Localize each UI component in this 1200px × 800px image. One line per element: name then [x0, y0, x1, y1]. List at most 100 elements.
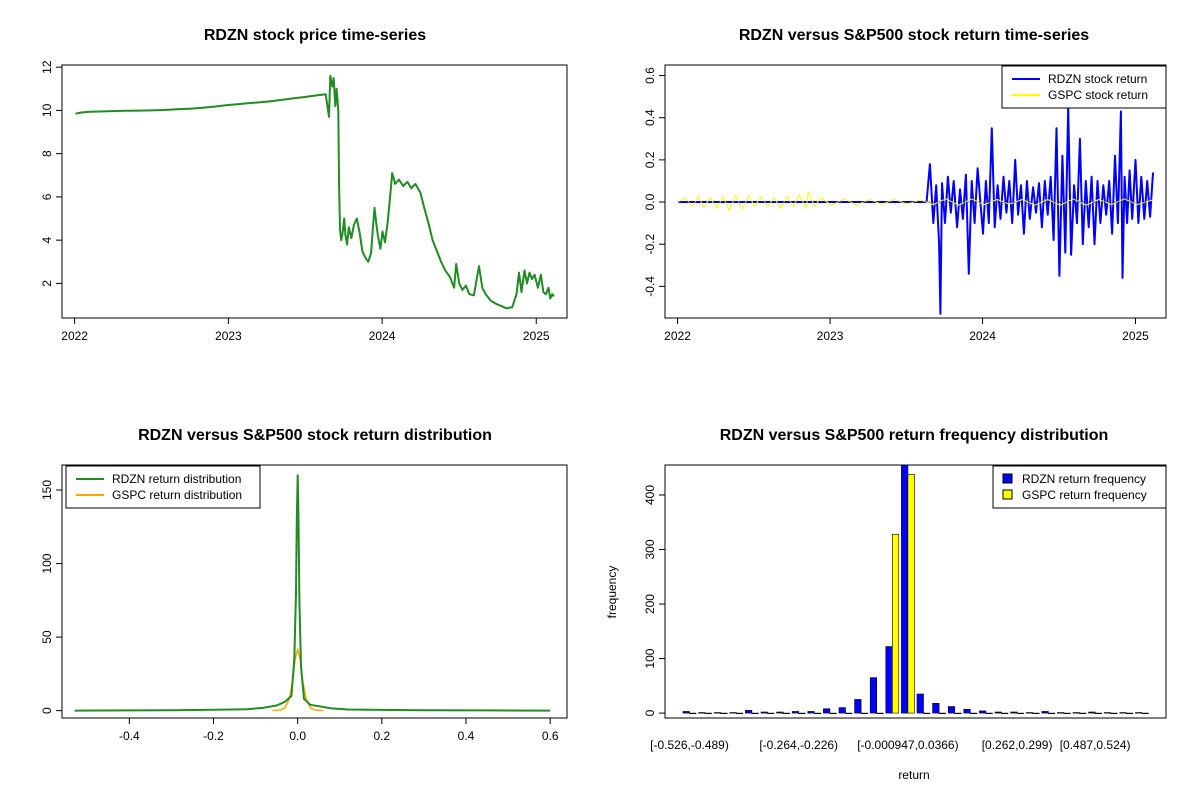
gspc-frequency-bar: [938, 712, 946, 714]
price-chart-title: RDZN stock price time-series: [204, 27, 426, 44]
rdzn-frequency-bar: [854, 699, 862, 714]
histogram-x-tick-label-2: [-0.000947,0.0366): [857, 738, 958, 752]
return-y-tick-1-label: -0.2: [643, 234, 657, 255]
distribution-y-tick-1-label: 50: [40, 630, 54, 644]
price-plot-frame: [61, 64, 568, 319]
distribution-legend-entry-0: RDZN return distribution: [112, 472, 241, 486]
rdzn-density-line: [74, 474, 551, 712]
gspc-frequency-bar: [985, 712, 993, 714]
return-y-tick-0-label: -0.4: [643, 276, 657, 297]
distribution-legend-entry-1: GSPC return distribution: [112, 488, 242, 502]
rdzn-frequency-bar: [745, 710, 753, 714]
histogram-x-tick-label-3: [0.262,0.299): [982, 738, 1053, 752]
price-y-tick-0-label: 2: [40, 280, 54, 287]
rdzn-frequency-bar: [916, 693, 924, 714]
rdzn-frequency-bar: [823, 708, 831, 714]
gspc-frequency-bar: [923, 712, 931, 714]
gspc-density-line: [272, 648, 323, 712]
price-y-tick-5-label: 12: [40, 60, 54, 74]
price-y-tick-4-label: 10: [40, 103, 54, 117]
gspc-frequency-bar: [1063, 712, 1071, 714]
gspc-frequency-bar: [845, 712, 853, 714]
distribution-plot-frame: [61, 464, 568, 719]
rdzn-frequency-bar: [1072, 712, 1080, 714]
gspc-frequency-bar: [1048, 712, 1056, 714]
histogram-y-tick-1-label: 100: [643, 648, 657, 668]
distribution-y-tick-2-label: 100: [40, 553, 54, 573]
distribution-x-tick-1-label: -0.2: [203, 729, 224, 743]
gspc-frequency-bar: [798, 712, 806, 714]
return-x-tick-1-label: 2023: [817, 329, 844, 343]
gspc-frequency-bar: [767, 712, 775, 714]
gspc-frequency-bar: [1141, 712, 1149, 714]
histogram-x-tick-label-1: [-0.264,-0.226): [759, 738, 838, 752]
gspc-frequency-bar: [735, 712, 744, 714]
histogram-legend-swatch-1: [1002, 489, 1013, 500]
rdzn-frequency-bar: [1119, 712, 1127, 714]
gspc-frequency-bar: [720, 712, 728, 714]
gspc-frequency-bar: [1001, 712, 1009, 714]
rdzn-frequency-bar: [1041, 711, 1049, 714]
rdzn-frequency-bar: [1010, 711, 1018, 714]
price-y-tick-2-label: 6: [40, 193, 54, 200]
return-y-tick-3-label: 0.2: [643, 151, 657, 168]
rdzn-frequency-bar: [807, 711, 815, 714]
rdzn-frequency-bar: [947, 706, 956, 714]
gspc-frequency-bar: [907, 473, 915, 714]
price-series-line: [75, 74, 555, 310]
histogram-legend-box: [992, 465, 1167, 509]
gspc-frequency-bar: [751, 712, 759, 714]
gspc-frequency-bar: [954, 712, 962, 714]
return-legend-entry-1: GSPC stock return: [1048, 88, 1148, 102]
histogram-chart-title: RDZN versus S&P500 return frequency dist…: [720, 427, 1109, 444]
distribution-y-tick-3-label: 150: [40, 480, 54, 500]
return-y-tick-5-label: 0.6: [643, 67, 657, 84]
gspc-frequency-bar: [1079, 712, 1087, 714]
return-plot-frame: [664, 64, 1167, 319]
gspc-frequency-bar: [782, 712, 790, 714]
gspc-frequency-bar: [1016, 712, 1024, 714]
gspc-frequency-bar: [1126, 712, 1134, 714]
price-timeseries-panel: RDZN stock price time-series 2022 2023 202…: [40, 27, 568, 343]
rdzn-frequency-bar: [791, 711, 800, 714]
price-x-tick-2-label: 2024: [369, 329, 396, 343]
rdzn-frequency-bar: [869, 677, 878, 714]
rdzn-frequency-bar: [1057, 712, 1065, 714]
distribution-chart-title: RDZN versus S&P500 stock return distribu…: [138, 427, 492, 444]
gspc-frequency-bar: [689, 712, 697, 714]
gspc-frequency-bar: [860, 712, 868, 714]
rdzn-frequency-bar: [963, 708, 971, 714]
histogram-legend-swatch-0: [1002, 473, 1013, 484]
return-chart-title: RDZN versus S&P500 stock return time-ser…: [739, 27, 1089, 44]
rdzn-frequency-bar: [1088, 711, 1096, 714]
frequency-histogram-panel: RDZN versus S&P500 return frequency dist…: [605, 427, 1167, 782]
rdzn-frequency-bar: [1103, 712, 1111, 714]
distribution-y-tick-0-label: 0: [40, 707, 54, 714]
gspc-frequency-bar: [704, 712, 712, 714]
rdzn-frequency-bar: [885, 646, 893, 714]
distribution-legend-box: [65, 465, 261, 509]
histogram-x-tick-label-0: [-0.526,-0.489): [650, 738, 729, 752]
rdzn-frequency-bar: [729, 712, 737, 714]
price-y-tick-1-label: 4: [40, 236, 54, 243]
gspc-frequency-bar: [1032, 712, 1040, 714]
rdzn-frequency-bar: [1135, 712, 1143, 714]
distribution-x-tick-2-label: 0.0: [289, 729, 306, 743]
rdzn-frequency-bar: [901, 464, 909, 714]
histogram-x-axis-label: return: [898, 768, 929, 782]
gspc-frequency-bar: [813, 712, 822, 714]
rdzn-frequency-bar: [713, 712, 722, 714]
distribution-x-tick-3-label: 0.2: [373, 729, 390, 743]
gspc-frequency-bar: [1094, 712, 1102, 714]
rdzn-frequency-bar: [979, 710, 987, 714]
histogram-legend-entry-1: GSPC return frequency: [1022, 488, 1147, 502]
return-legend-box: [1001, 65, 1167, 109]
price-x-tick-0-label: 2022: [61, 329, 88, 343]
return-y-tick-2-label: 0.0: [643, 193, 657, 210]
rdzn-frequency-bar: [698, 712, 706, 714]
histogram-y-tick-4-label: 400: [643, 485, 657, 505]
rdzn-frequency-bar: [682, 711, 690, 714]
distribution-x-tick-5-label: 0.6: [542, 729, 559, 743]
price-y-tick-3-label: 8: [40, 150, 54, 157]
